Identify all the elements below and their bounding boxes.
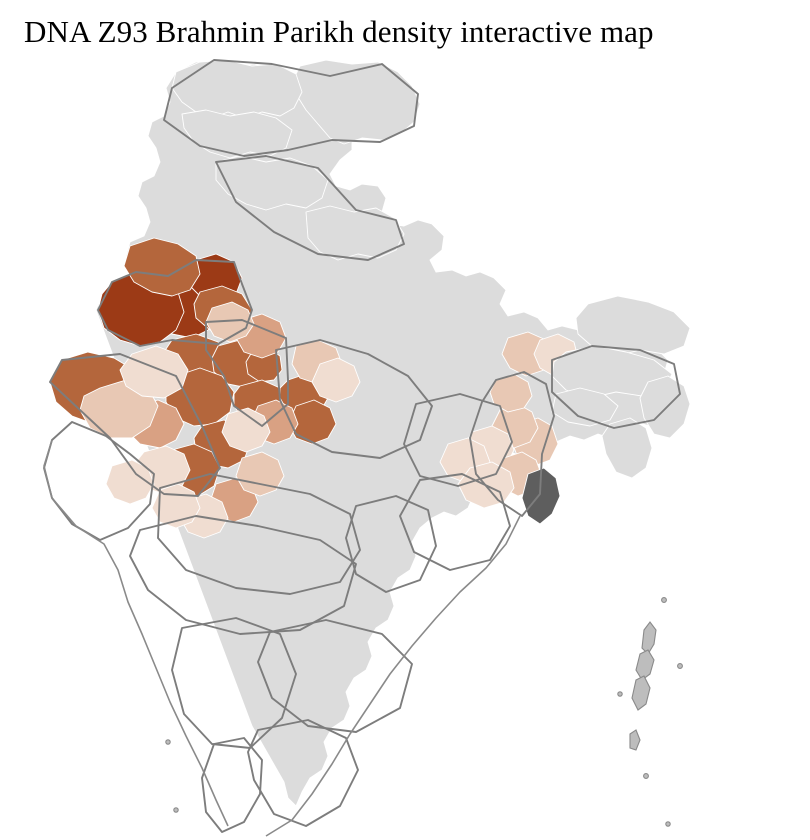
- island-dot-east[interactable]: [677, 663, 683, 669]
- district-gujarat-north[interactable]: [105, 459, 155, 505]
- island-dot-west[interactable]: [617, 691, 623, 697]
- state-border-madhya-pradesh: [157, 473, 361, 595]
- district-rajasthan-bharatpur[interactable]: [221, 407, 271, 453]
- island-andaman-middle[interactable]: [635, 649, 655, 681]
- coast-east: [265, 515, 521, 837]
- state-border-haryana: [205, 319, 289, 427]
- northeast-states-layer: [551, 295, 691, 479]
- coastline-layer: [43, 439, 521, 837]
- state-border-west-bengal: [469, 371, 555, 517]
- islands-layer: [165, 597, 683, 827]
- district-uttarakhand[interactable]: [305, 205, 405, 261]
- state-border-odisha: [399, 473, 511, 571]
- district-wb-malda[interactable]: [489, 373, 533, 413]
- district-arunachal[interactable]: [575, 295, 691, 357]
- island-andaman-north[interactable]: [641, 621, 657, 655]
- district-punjab-ludhiana[interactable]: [123, 237, 201, 297]
- state-border-rajasthan: [49, 353, 221, 497]
- island-nicobar[interactable]: [629, 729, 641, 751]
- coast-west: [43, 439, 229, 827]
- state-border-bihar-jharkhand: [403, 393, 513, 487]
- state-border-tamil-nadu: [247, 719, 359, 827]
- island-dot-south[interactable]: [643, 773, 649, 779]
- district-haryana-ambala[interactable]: [205, 301, 255, 343]
- state-border-maharashtra: [129, 515, 357, 635]
- district-meghalaya[interactable]: [551, 387, 619, 427]
- district-kashmir-valley[interactable]: [171, 59, 303, 119]
- page-title: DNA Z93 Brahmin Parikh density interacti…: [24, 14, 654, 49]
- island-dot-far-south[interactable]: [665, 821, 671, 827]
- state-border-telangana-ap: [257, 619, 413, 733]
- state-border-punjab: [97, 259, 253, 347]
- state-border-uttar-pradesh: [275, 339, 433, 459]
- highlight-cluster-northwest[interactable]: [49, 237, 361, 539]
- state-border-chhattisgarh: [345, 495, 437, 593]
- map-svg[interactable]: [0, 54, 810, 840]
- state-border-kerala: [201, 737, 263, 833]
- state-border-karnataka: [171, 617, 297, 749]
- district-up-moradabad[interactable]: [311, 357, 361, 403]
- district-himachal[interactable]: [215, 155, 329, 211]
- india-choropleth-map[interactable]: [0, 54, 810, 840]
- state-border-himachal-uttarakhand: [215, 155, 405, 261]
- state-border-assam-ne: [551, 345, 681, 429]
- island-andaman-south[interactable]: [631, 675, 651, 711]
- state-border-jk: [163, 59, 419, 157]
- district-rajasthan-nagaur[interactable]: [119, 345, 189, 399]
- island-lakshadweep-south[interactable]: [173, 807, 179, 813]
- island-dot-north[interactable]: [661, 597, 667, 603]
- district-sundarbans-nodata[interactable]: [521, 467, 561, 525]
- island-lakshadweep-north[interactable]: [165, 739, 171, 745]
- district-nagaland-manipur[interactable]: [639, 375, 691, 439]
